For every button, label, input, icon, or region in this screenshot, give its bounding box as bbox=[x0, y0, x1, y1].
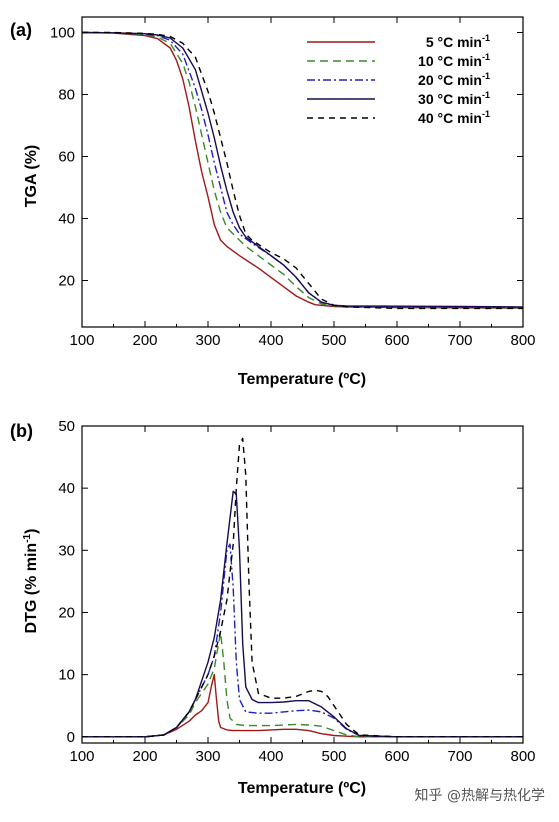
x-tick-label: 200 bbox=[132, 332, 157, 349]
series-line-3 bbox=[82, 543, 523, 738]
panel-b-plot-frame bbox=[81, 425, 524, 744]
panel-b-y-axis-label: DTG (% min-1) bbox=[22, 529, 40, 634]
panel-a-y-axis-label: TGA (%) bbox=[23, 145, 40, 208]
y-tick-label: 40 bbox=[58, 480, 75, 497]
panel-a-x-axis-label: Temperature (ºC) bbox=[238, 371, 366, 388]
panel-a-label: (a) bbox=[10, 20, 32, 40]
watermark-text: 知乎 @热解与热化学 bbox=[415, 787, 545, 804]
legend-label: 5 °C min-1 bbox=[426, 33, 490, 50]
y-tick-label: 50 bbox=[58, 418, 75, 435]
series-line-1 bbox=[81, 31, 524, 309]
panel-b-x-axis-label: Temperature (ºC) bbox=[238, 780, 366, 797]
panel-b-series bbox=[82, 437, 523, 738]
legend-label: 30 °C min-1 bbox=[418, 90, 490, 107]
panel-a: (a) 100 200 300 400 500 600 700 80020406080100 … bbox=[10, 16, 536, 388]
series-line-5 bbox=[82, 437, 523, 738]
x-tick-label: 500 bbox=[321, 748, 346, 765]
x-tick-label: 100 bbox=[69, 748, 94, 765]
x-tick-label: 400 bbox=[258, 748, 283, 765]
x-tick-label: 800 bbox=[510, 332, 535, 349]
series-line-5 bbox=[82, 31, 523, 310]
x-tick-label: 200 bbox=[132, 748, 157, 765]
panel-b-label: (b) bbox=[10, 421, 33, 441]
y-tick-label: 80 bbox=[58, 87, 75, 104]
series-line-1 bbox=[82, 673, 523, 738]
x-tick-label: 400 bbox=[258, 332, 283, 349]
y-tick-label: 100 bbox=[50, 25, 75, 42]
x-tick-label: 700 bbox=[447, 748, 472, 765]
y-tick-label: 20 bbox=[58, 604, 75, 621]
legend-label: 10 °C min-1 bbox=[418, 52, 490, 69]
series-line-2 bbox=[82, 631, 523, 738]
panel-a-series bbox=[81, 31, 524, 310]
y-tick-label: 20 bbox=[58, 273, 75, 290]
x-tick-label: 100 bbox=[69, 332, 94, 349]
x-tick-label: 500 bbox=[321, 332, 346, 349]
series-line-2 bbox=[81, 31, 524, 309]
legend-label: 20 °C min-1 bbox=[418, 71, 490, 88]
x-tick-label: 700 bbox=[447, 332, 472, 349]
x-tick-label: 300 bbox=[195, 748, 220, 765]
legend-label: 40 °C min-1 bbox=[418, 109, 490, 126]
x-tick-label: 800 bbox=[510, 748, 535, 765]
series-line-4 bbox=[82, 490, 523, 738]
y-tick-label: 30 bbox=[58, 542, 75, 559]
y-tick-label: 0 bbox=[67, 729, 75, 746]
panel-a-legend: 5 °C min-1 10 °C min-1 20 °C min-1 30 °C mi… bbox=[307, 33, 490, 126]
y-tick-label: 40 bbox=[58, 211, 75, 228]
x-tick-label: 300 bbox=[195, 332, 220, 349]
x-tick-label: 600 bbox=[384, 332, 409, 349]
x-tick-label: 600 bbox=[384, 748, 409, 765]
y-tick-label: 60 bbox=[58, 149, 75, 166]
panel-b: (b) 100 200 300 400 500 600 700 80001020304050 … bbox=[10, 418, 536, 797]
y-tick-label: 10 bbox=[58, 667, 75, 684]
